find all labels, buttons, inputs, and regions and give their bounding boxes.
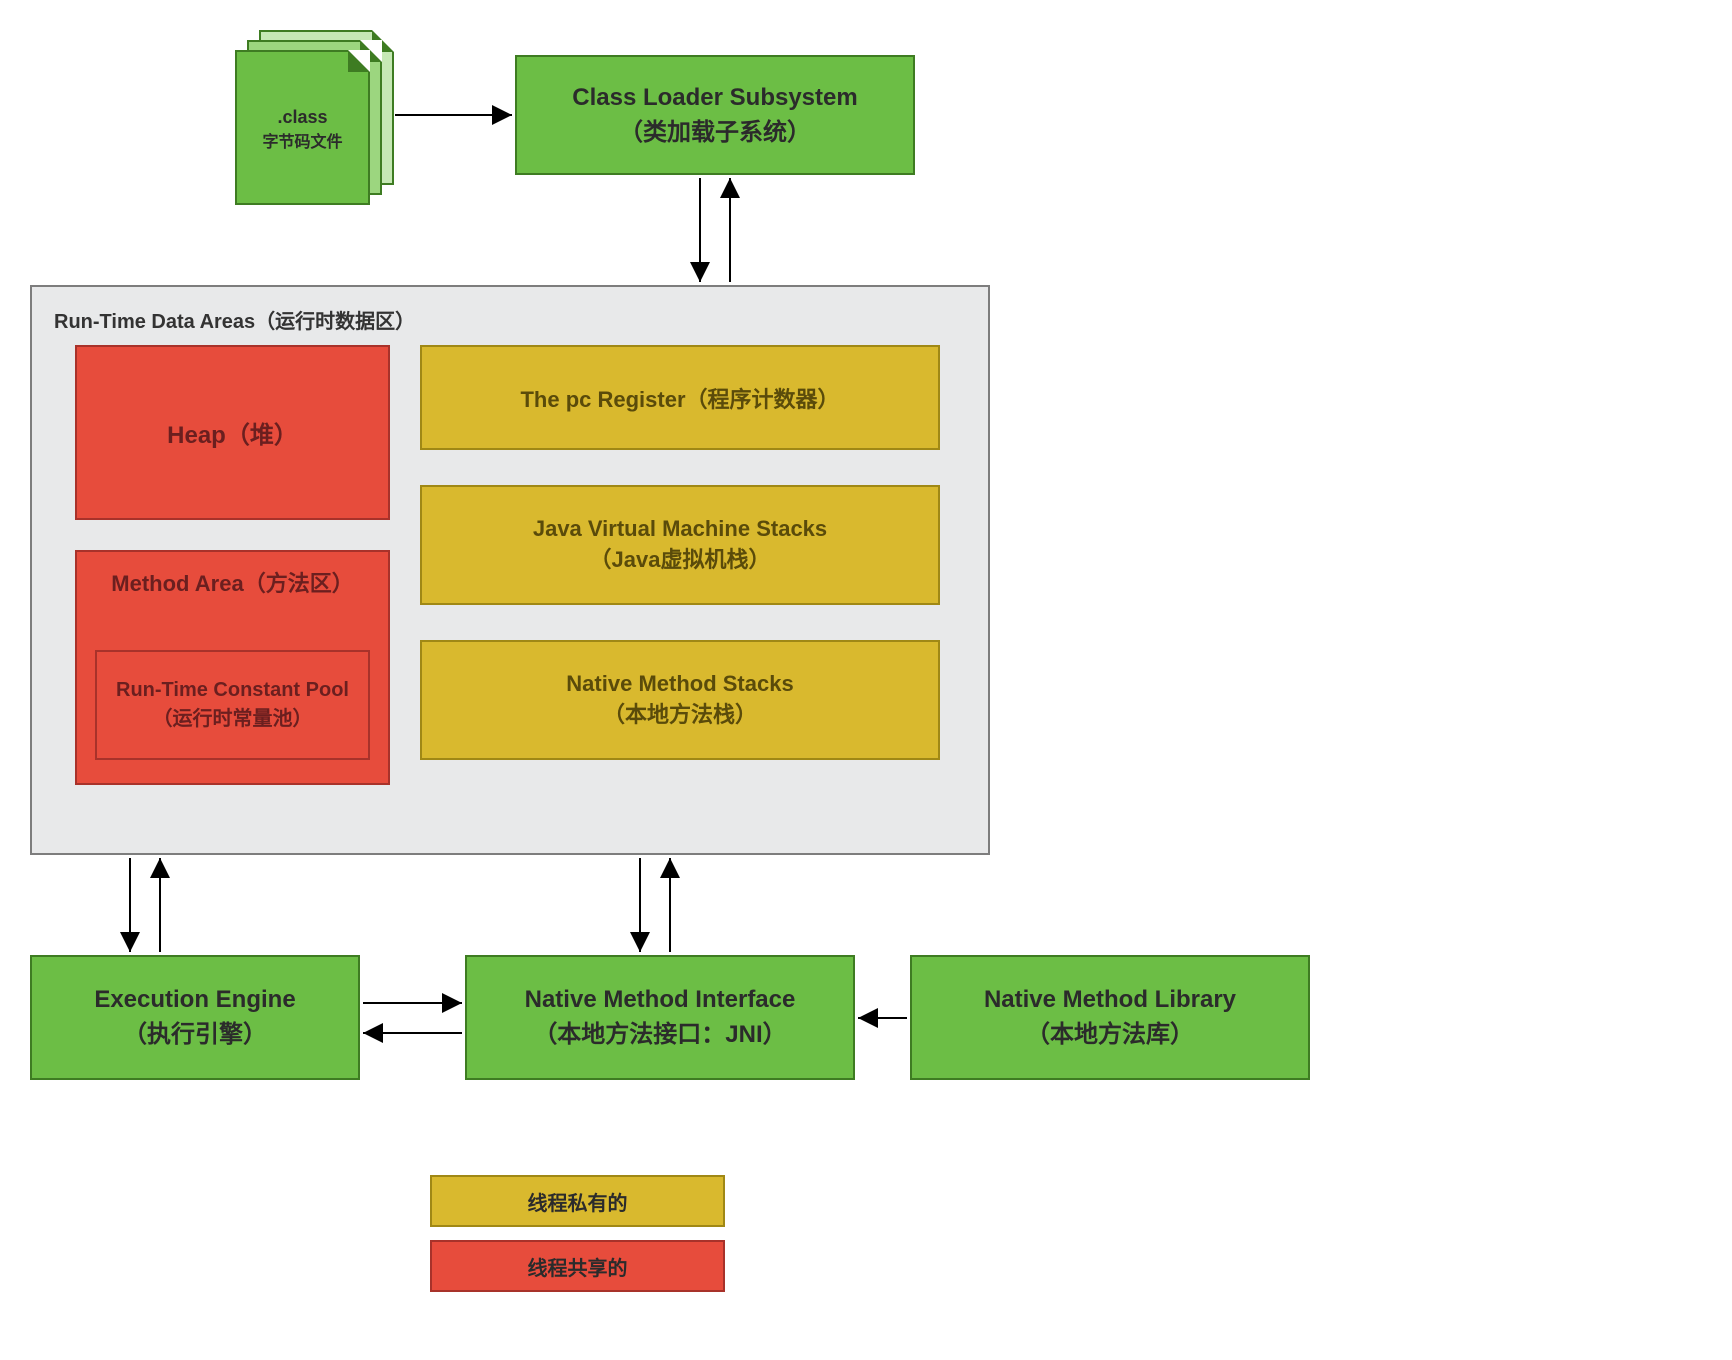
- native-library-box: Native Method Library （本地方法库）: [910, 955, 1310, 1080]
- native-stacks-l1: Native Method Stacks: [566, 671, 793, 697]
- heap-box: Heap（堆）: [75, 345, 390, 520]
- pc-register-title: The pc Register（程序计数器）: [520, 382, 839, 414]
- native-stacks-l2: （本地方法栈）: [603, 697, 757, 729]
- pc-register-box: The pc Register（程序计数器）: [420, 345, 940, 450]
- heap-title: Heap（堆）: [167, 415, 298, 450]
- native-lib-l2: （本地方法库）: [1026, 1014, 1194, 1049]
- class-loader-box: Class Loader Subsystem （类加载子系统）: [515, 55, 915, 175]
- execution-engine-box: Execution Engine （执行引擎）: [30, 955, 360, 1080]
- class-file-stack: .class 字节码文件: [235, 30, 385, 200]
- pool-line1: Run-Time Constant Pool: [116, 679, 349, 702]
- native-interface-box: Native Method Interface （本地方法接口：JNI）: [465, 955, 855, 1080]
- file-line1: .class: [237, 107, 368, 128]
- legend-thread-private: 线程私有的: [430, 1175, 725, 1227]
- legend-private-label: 线程私有的: [528, 1187, 628, 1216]
- constant-pool-box: Run-Time Constant Pool （运行时常量池）: [95, 650, 370, 760]
- method-area-title: Method Area（方法区）: [77, 552, 388, 612]
- exec-engine-l1: Execution Engine: [94, 986, 295, 1014]
- exec-engine-l2: （执行引擎）: [123, 1014, 267, 1049]
- native-iface-l2: （本地方法接口：JNI）: [533, 1014, 786, 1049]
- native-lib-l1: Native Method Library: [984, 986, 1236, 1014]
- jvm-stacks-l2: （Java虚拟机栈）: [590, 542, 771, 574]
- class-loader-sub: （类加载子系统）: [619, 112, 811, 147]
- legend-thread-shared: 线程共享的: [430, 1240, 725, 1292]
- jvm-stacks-l1: Java Virtual Machine Stacks: [533, 516, 827, 542]
- legend-shared-label: 线程共享的: [528, 1252, 628, 1281]
- file-page-front: .class 字节码文件: [235, 50, 370, 205]
- jvm-stacks-box: Java Virtual Machine Stacks （Java虚拟机栈）: [420, 485, 940, 605]
- file-line2: 字节码文件: [237, 128, 368, 152]
- runtime-area-title: Run-Time Data Areas（运行时数据区）: [54, 305, 966, 334]
- pool-line2: （运行时常量池）: [153, 702, 313, 731]
- native-iface-l1: Native Method Interface: [525, 986, 796, 1014]
- native-stacks-box: Native Method Stacks （本地方法栈）: [420, 640, 940, 760]
- class-loader-title: Class Loader Subsystem: [572, 84, 857, 112]
